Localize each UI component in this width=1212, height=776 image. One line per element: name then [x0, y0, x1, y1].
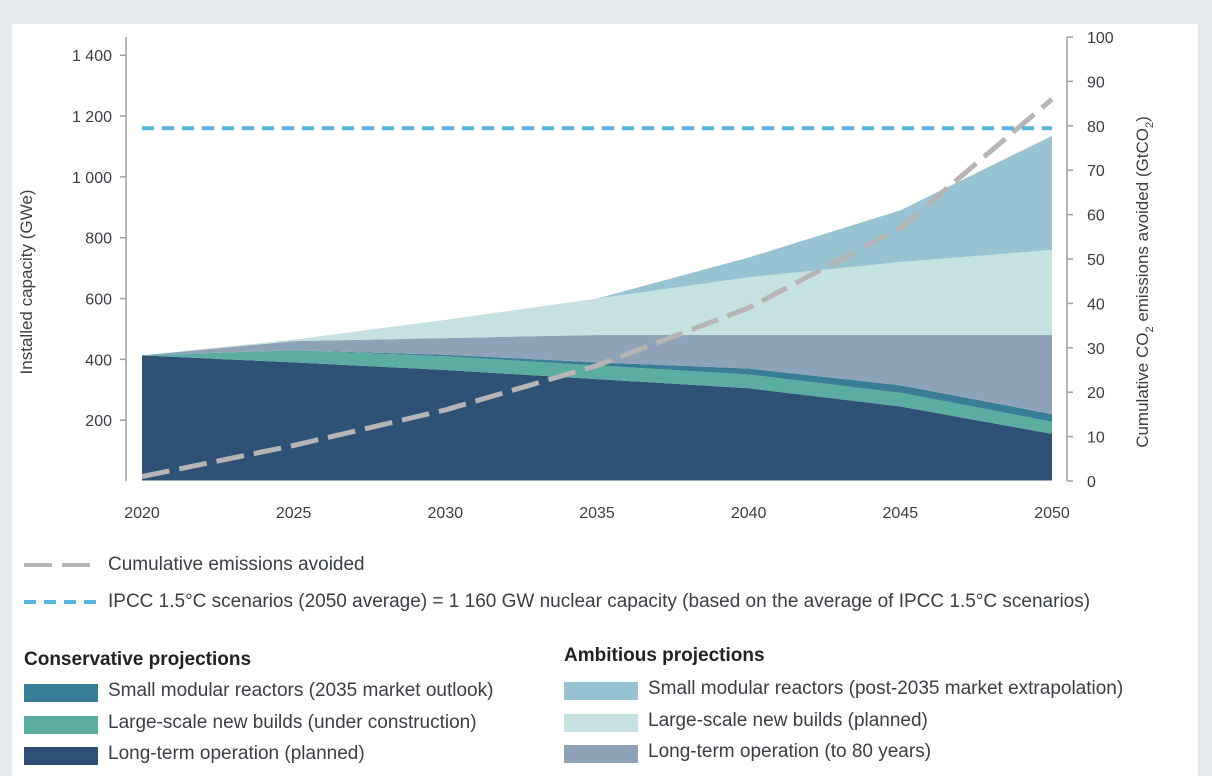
left-tick-label: 800 — [85, 231, 112, 248]
right-title-part-3: ) — [1133, 116, 1152, 122]
swatch-smr-2035 — [24, 684, 98, 702]
right-tick-label: 90 — [1087, 74, 1105, 91]
label-lto-80: Long-term operation (to 80 years) — [648, 741, 932, 762]
x-tick-label: 2045 — [883, 505, 919, 522]
area-long-term-operation-to-80-years- — [142, 335, 1052, 415]
label-smr-post-2035: Small modular reactors (post-2035 market… — [648, 678, 1124, 699]
right-tick-label: 0 — [1087, 474, 1096, 491]
x-tick-label: 2040 — [731, 505, 767, 522]
right-title-sub-2: 2 — [1144, 122, 1156, 128]
x-tick-label: 2035 — [579, 505, 615, 522]
left-tick-label: 1 200 — [72, 109, 112, 126]
overlay-lines — [141, 97, 1054, 480]
legend-ipcc-label: IPCC 1.5°C scenarios (2050 average) = 1 … — [108, 591, 1091, 612]
label-large-under-construction: Large-scale new builds (under constructi… — [108, 712, 477, 733]
x-tick-label: 2030 — [428, 505, 464, 522]
left-axis: 200 400 600 800 1 000 1 200 1 400 — [72, 37, 127, 481]
swatch-large-under-construction — [24, 716, 98, 734]
right-tick-label: 70 — [1087, 163, 1105, 180]
left-tick-label: 400 — [85, 352, 112, 369]
right-tick-label: 30 — [1087, 341, 1105, 358]
x-tick-label: 2020 — [124, 505, 160, 522]
left-tick-label: 1 000 — [72, 170, 112, 187]
area-large-scale-new-builds-planned- — [142, 249, 1052, 356]
conservative-title: Conservative projections — [24, 649, 252, 670]
right-tick-label: 40 — [1087, 296, 1105, 313]
label-large-planned: Large-scale new builds (planned) — [648, 710, 928, 731]
swatch-lto-80 — [564, 745, 638, 763]
emissions-line — [141, 97, 1054, 480]
left-tick-label: 600 — [85, 292, 112, 309]
x-tick-label: 2025 — [276, 505, 312, 522]
legend-emissions-label: Cumulative emissions avoided — [108, 554, 365, 575]
right-tick-label: 80 — [1087, 119, 1105, 136]
left-tick-label: 1 400 — [72, 48, 112, 65]
right-tick-label: 10 — [1087, 430, 1105, 447]
swatch-large-planned — [564, 714, 638, 732]
right-title-sub-1: 2 — [1144, 326, 1156, 332]
area-long-term-operation-planned- — [142, 355, 1052, 481]
right-tick-label: 50 — [1087, 252, 1105, 269]
right-title-part-1: Cumulative CO — [1133, 333, 1152, 448]
right-tick-label: 60 — [1087, 208, 1105, 225]
chart-card: 200 400 600 800 1 000 1 200 1 400 0 10 20 30 40 50 6… — [12, 24, 1198, 776]
right-axis-title: Cumulative CO2 emissions avoided (GtCO2) — [1133, 116, 1156, 448]
ambitious-title: Ambitious projections — [564, 645, 765, 666]
right-tick-label: 20 — [1087, 385, 1105, 402]
left-axis-title: Installed capacity (GWe) — [17, 190, 36, 375]
swatch-lto-planned — [24, 747, 98, 765]
left-tick-label: 200 — [85, 413, 112, 430]
x-axis: 2020 2025 2030 2035 2040 2045 2050 — [124, 480, 1070, 522]
label-lto-planned: Long-term operation (planned) — [108, 743, 365, 764]
x-tick-label: 2050 — [1034, 505, 1070, 522]
swatch-smr-post-2035 — [564, 682, 638, 700]
right-tick-label: 100 — [1087, 30, 1114, 47]
right-axis: 0 10 20 30 40 50 60 70 80 90 100 — [1066, 30, 1114, 491]
area-layers — [142, 135, 1052, 481]
label-smr-2035: Small modular reactors (2035 market outl… — [108, 680, 494, 701]
right-title-part-2: emissions avoided (GtCO — [1133, 128, 1152, 326]
